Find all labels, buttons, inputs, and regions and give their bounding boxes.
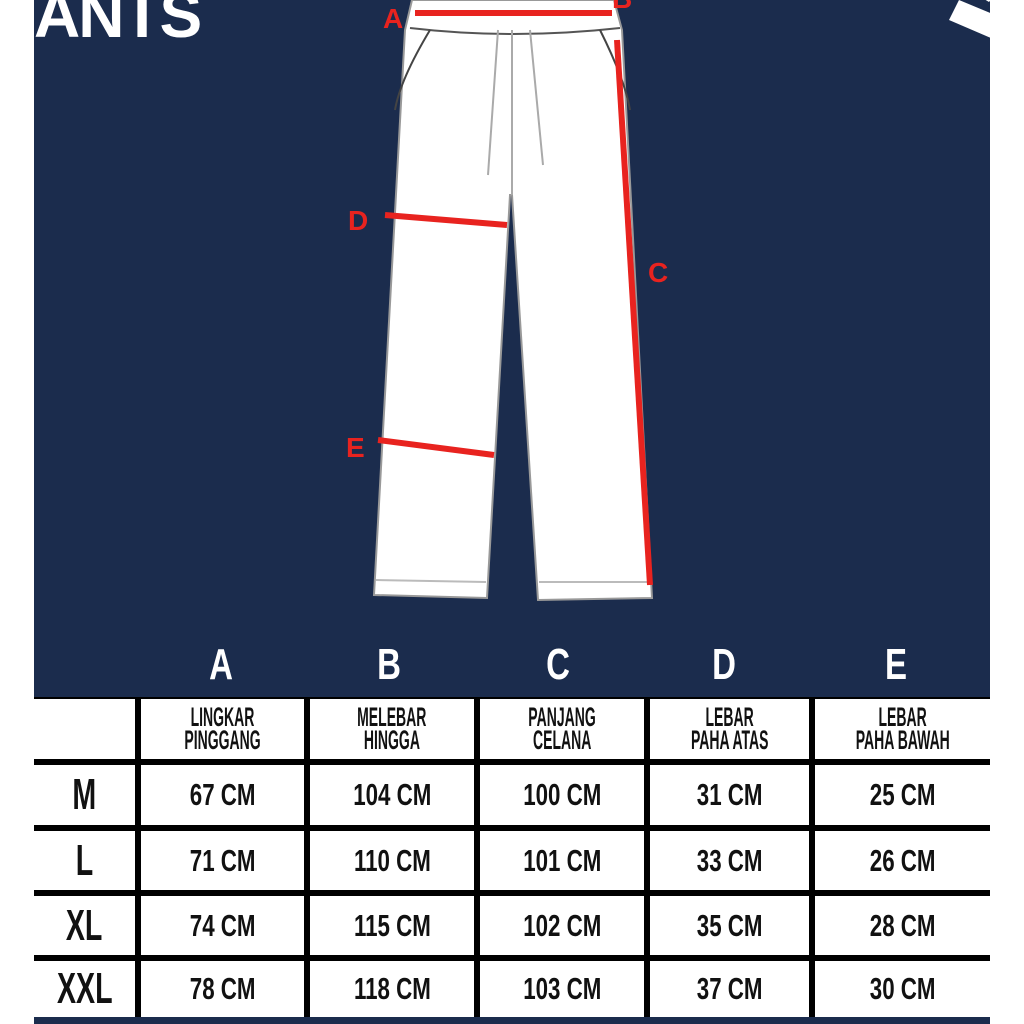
size-label: M <box>34 765 135 825</box>
header-line: PAHA ATAS <box>690 725 769 755</box>
cell-value: 28 CM <box>869 907 936 943</box>
label-d: D <box>348 205 368 236</box>
pants-diagram: A B C D E <box>346 0 668 602</box>
header-line: MELEBAR <box>357 702 427 732</box>
table-cell: 28 CM <box>815 896 990 955</box>
table-cell: 100 CM <box>480 765 644 825</box>
label-b: B <box>612 0 632 14</box>
label-a: A <box>383 3 403 34</box>
cell-value: 74 CM <box>189 907 256 943</box>
column-letter-b: B <box>377 640 401 689</box>
table-cell: 37 CM <box>650 961 809 1017</box>
cell-value: 26 CM <box>869 842 936 878</box>
column-letter-c: C <box>546 640 570 689</box>
table-cell: 67 CM <box>141 765 304 825</box>
table-cell: 110 CM <box>310 831 474 890</box>
label-c: C <box>648 257 668 288</box>
label-e: E <box>346 432 365 463</box>
size-text: L <box>75 835 94 885</box>
column-letter-a: A <box>209 640 233 689</box>
header-corner <box>34 699 135 759</box>
column-header-text: PANJANG CELANA <box>515 702 609 755</box>
size-text: M <box>72 770 97 819</box>
table-cell: 78 CM <box>141 961 304 1017</box>
header-line: HINGGA <box>364 725 420 755</box>
cell-value: 67 CM <box>189 777 256 812</box>
title: ANTS <box>34 0 202 51</box>
cell-value: 71 CM <box>189 842 256 878</box>
table-cell: 30 CM <box>815 961 990 1017</box>
cell-value: 118 CM <box>353 971 431 1006</box>
cell-value: 102 CM <box>522 907 602 943</box>
column-header-text: LEBAR PAHA BAWAH <box>837 702 968 755</box>
measure-line-d <box>384 212 508 228</box>
table-cell: 101 CM <box>480 831 644 890</box>
column-header: LINGKAR PINGGANG <box>141 699 304 759</box>
size-label: XL <box>34 896 135 955</box>
column-header-text: MELEBAR HINGGA <box>344 702 440 755</box>
cell-value: 78 CM <box>189 971 256 1006</box>
cell-value: 35 CM <box>696 907 763 943</box>
size-label: L <box>34 831 135 890</box>
measure-line-e <box>377 437 495 458</box>
table-cell: 115 CM <box>310 896 474 955</box>
cell-value: 101 CM <box>522 842 602 878</box>
measure-line-c <box>614 39 653 586</box>
header-line: LEBAR <box>705 702 754 732</box>
table-cell: 103 CM <box>480 961 644 1017</box>
header-line: PAHA BAWAH <box>855 725 950 755</box>
table-cell: 74 CM <box>141 896 304 955</box>
cell-value: 25 CM <box>869 777 936 812</box>
column-letter-e: E <box>884 640 908 689</box>
column-letter-d: D <box>712 640 736 689</box>
column-header-text: LINGKAR PINGGANG <box>170 702 276 755</box>
cell-value: 31 CM <box>696 777 763 812</box>
header-line: LINGKAR <box>190 702 255 732</box>
column-header-text: LEBAR PAHA ATAS <box>676 702 784 755</box>
cell-value: 37 CM <box>696 971 763 1006</box>
column-header: MELEBAR HINGGA <box>310 699 474 759</box>
table-cell: 104 CM <box>310 765 474 825</box>
header-line: CELANA <box>532 725 592 755</box>
table-cell: 31 CM <box>650 765 809 825</box>
cell-value: 33 CM <box>696 842 763 878</box>
bottom-strip <box>34 1017 990 1024</box>
cell-value: 110 CM <box>353 842 431 878</box>
diagram-panel: ANTS A B C D E A B C D E <box>34 0 990 697</box>
logo-fragment-icon <box>949 0 990 38</box>
cell-value: 104 CM <box>352 777 432 812</box>
table-cell: 102 CM <box>480 896 644 955</box>
header-line: PANJANG <box>528 702 596 732</box>
table-cell: 26 CM <box>815 831 990 890</box>
header-line: LEBAR <box>878 702 927 732</box>
header-line: PINGGANG <box>184 725 261 755</box>
size-table: LINGKAR PINGGANG MELEBAR HINGGA PANJANG CELAN… <box>34 697 990 1017</box>
cell-value: 115 CM <box>353 907 431 943</box>
table-cell: 118 CM <box>310 961 474 1017</box>
cell-value: 100 CM <box>522 777 602 812</box>
cell-value: 30 CM <box>869 971 936 1006</box>
column-header: LEBAR PAHA ATAS <box>650 699 809 759</box>
table-cell: 33 CM <box>650 831 809 890</box>
table-cell: 35 CM <box>650 896 809 955</box>
column-header: PANJANG CELANA <box>480 699 644 759</box>
table-cell: 71 CM <box>141 831 304 890</box>
table-cell: 25 CM <box>815 765 990 825</box>
size-text: XL <box>66 900 103 950</box>
size-text: XXL <box>56 964 113 1013</box>
size-label: XXL <box>34 961 135 1017</box>
column-header: LEBAR PAHA BAWAH <box>815 699 990 759</box>
cell-value: 103 CM <box>522 971 602 1006</box>
